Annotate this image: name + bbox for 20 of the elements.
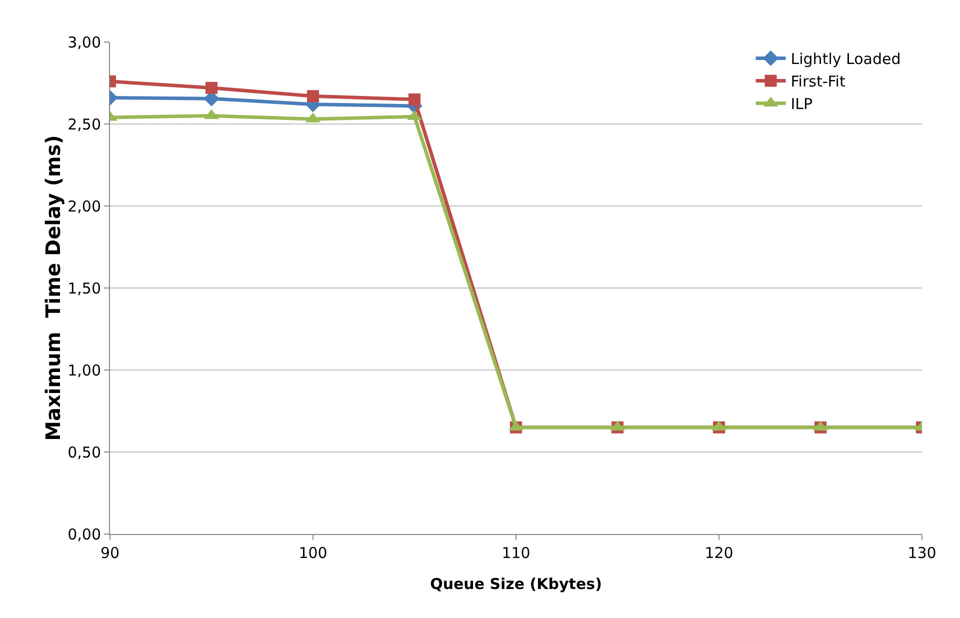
x-tick-label: 100 (298, 544, 328, 562)
y-tick-label: 1,50 (68, 279, 101, 298)
x-tick-label: 120 (704, 544, 734, 562)
legend-label: Lightly Loaded (790, 50, 901, 68)
legend-label: ILP (790, 95, 813, 114)
point (408, 93, 420, 106)
y-tick-label: 0,00 (68, 525, 101, 544)
x-tick-label: 130 (908, 544, 936, 562)
y-axis-title: Maximum Time Delay (ms) (41, 135, 65, 441)
point (206, 82, 218, 94)
y-tick-label: 2,50 (68, 115, 101, 134)
y-tick-label: 0,50 (68, 443, 101, 462)
y-tick-label: 2,00 (68, 197, 101, 216)
x-tick-label: 90 (100, 544, 120, 562)
y-tick-label: 1,00 (68, 361, 101, 380)
x-tick-label: 110 (502, 544, 530, 562)
x-axis-title: Queue Size (Kbytes) (430, 575, 602, 593)
legend-label: First-Fit (790, 72, 846, 91)
y-tick-label: 3,00 (68, 33, 101, 52)
point (307, 90, 319, 102)
